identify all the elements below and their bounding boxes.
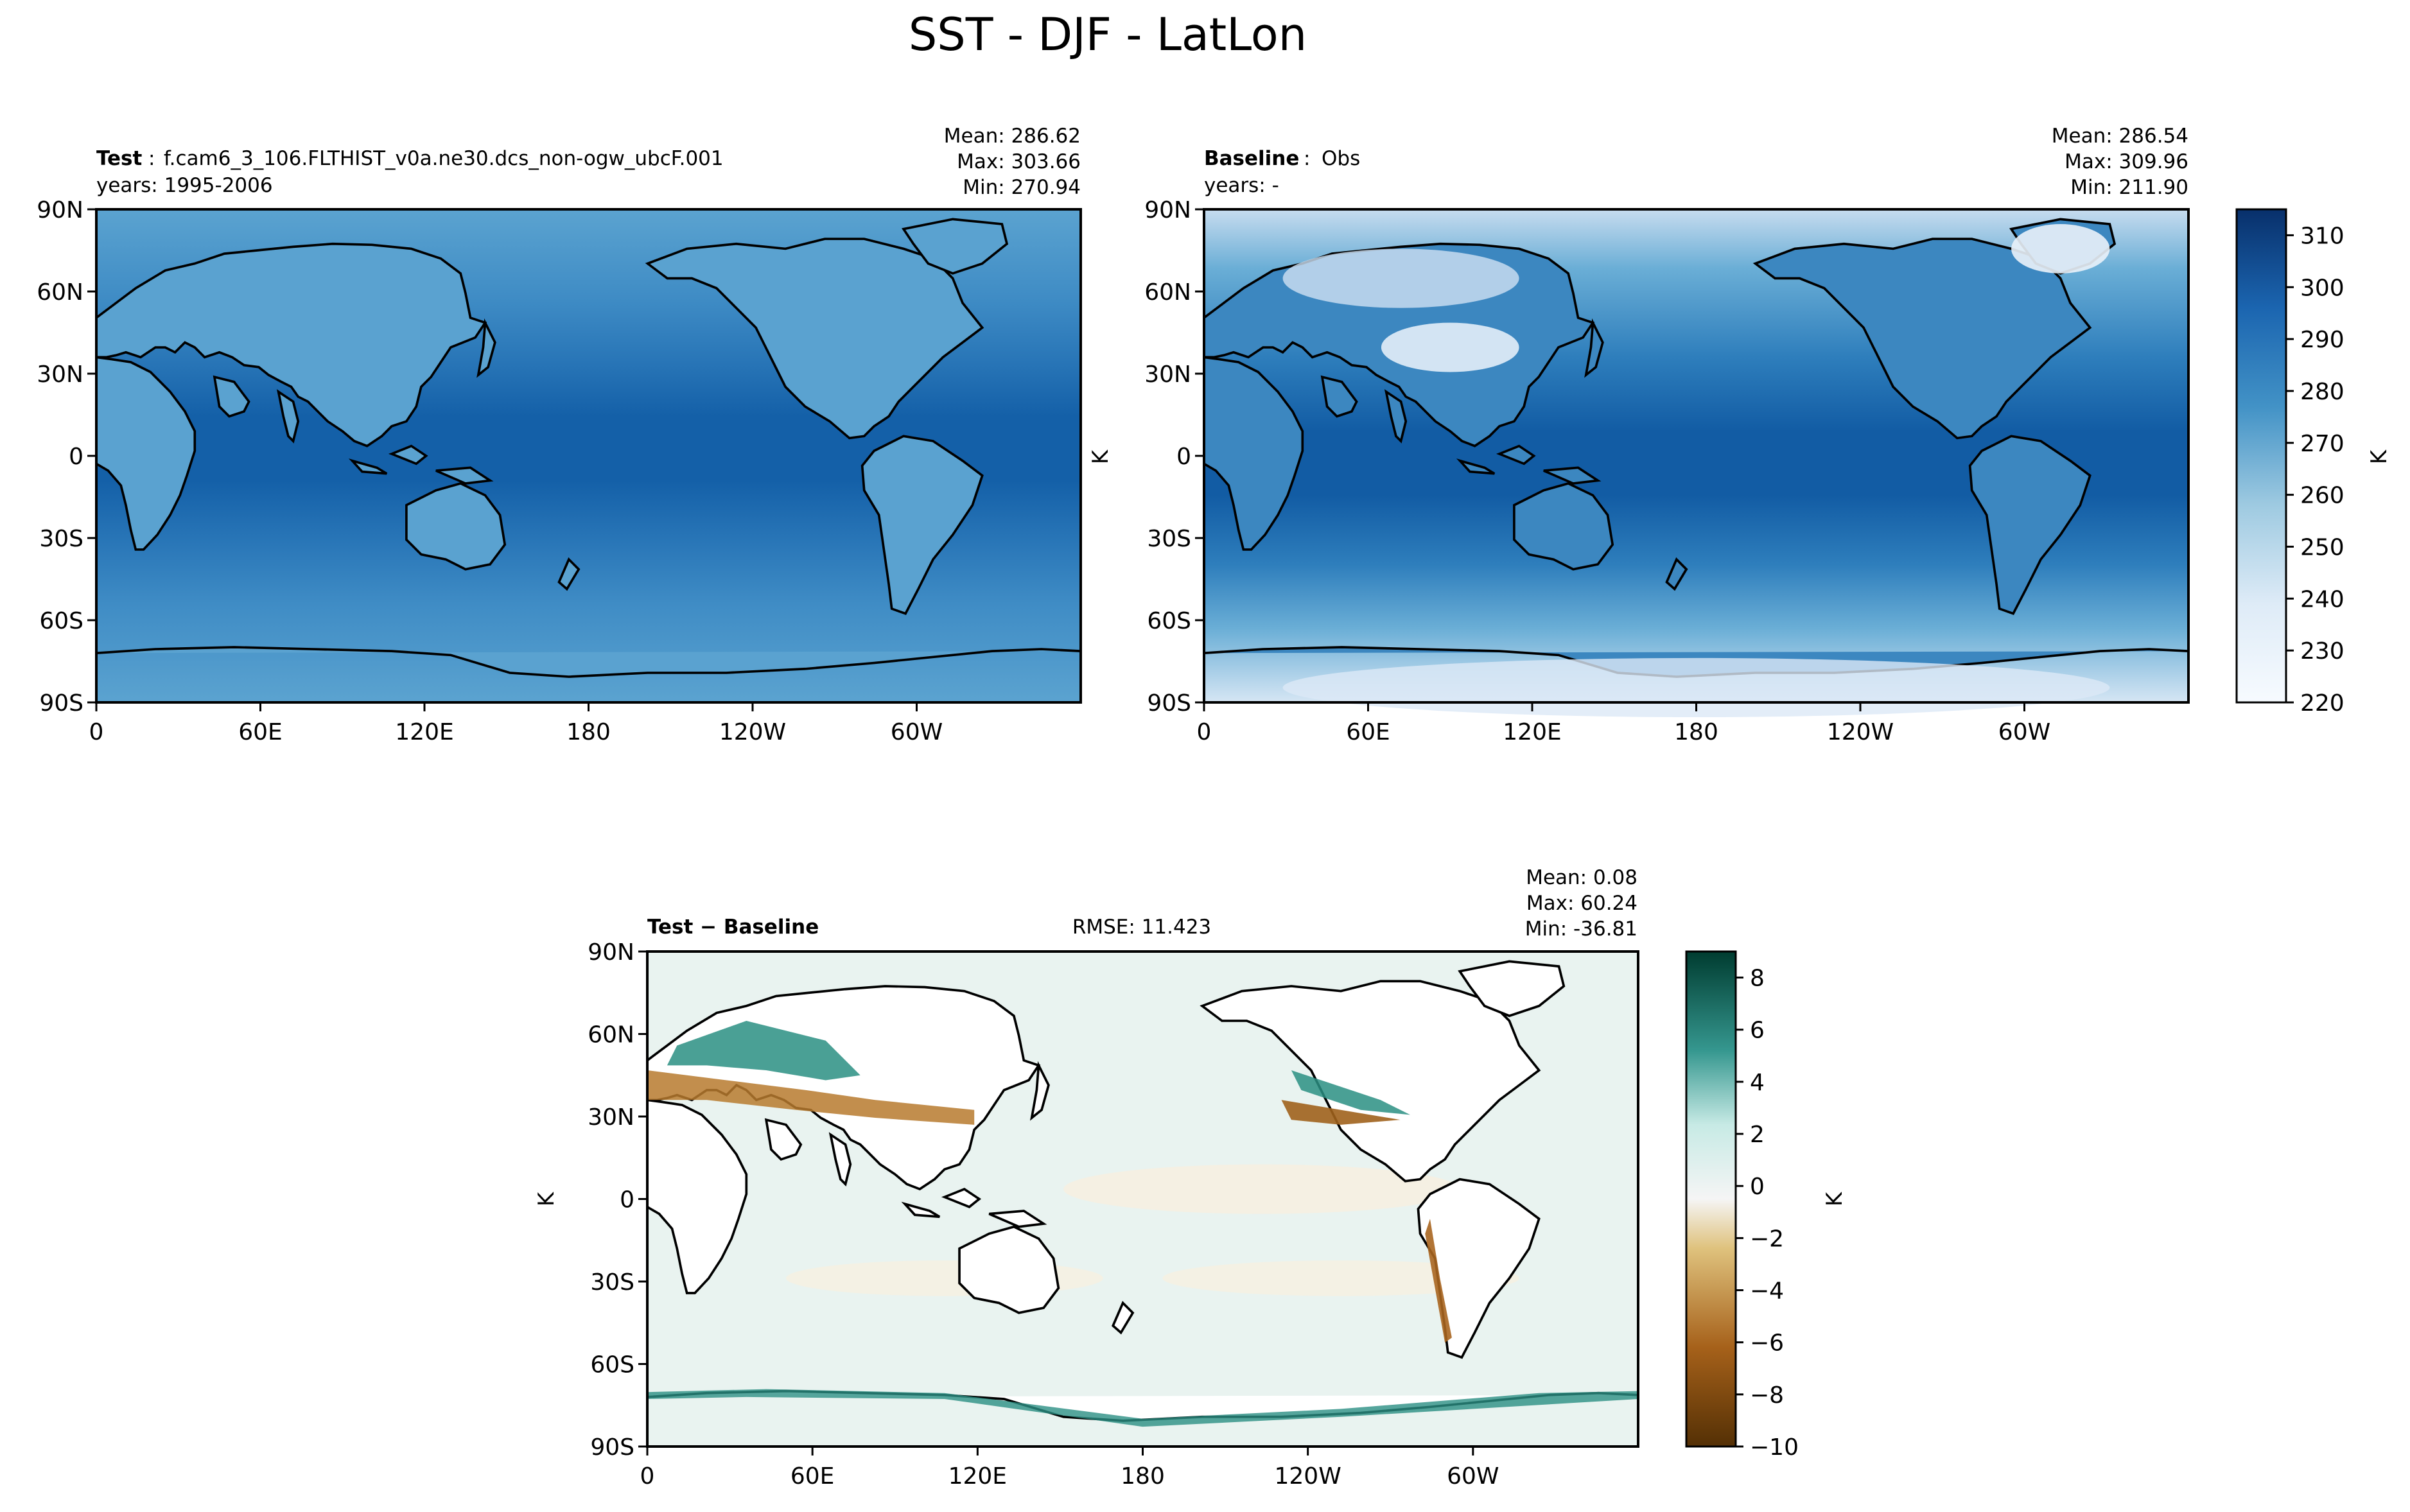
difference-stat-max: Max: 60.24	[1526, 892, 1637, 915]
difference-panel: Test − Baseline RMSE: 11.423 Mean: 0.08 …	[534, 866, 1847, 1490]
difference-ylabel: K	[534, 1191, 559, 1206]
y-tick-label: 90S	[1147, 690, 1191, 717]
test-map	[95, 209, 1082, 702]
y-tick-label: 30N	[37, 361, 83, 388]
difference-colorbar	[1685, 950, 1737, 1448]
difference-stat-min: Min: -36.81	[1525, 917, 1637, 941]
y-tick-label: 60S	[39, 608, 83, 634]
difference-stat-mean: Mean: 0.08	[1526, 866, 1637, 889]
test-panel: Test : f.cam6_3_106.FLTHIST_v0a.ne30.dcs…	[37, 125, 1082, 745]
baseline-ylabel: K	[1088, 449, 1113, 464]
colorbar-tick-label: 260	[2300, 483, 2345, 509]
colorbar-tick-label: 0	[1750, 1174, 1765, 1200]
baseline-label-value: Obs	[1322, 147, 1360, 170]
y-tick-label: 90N	[37, 197, 83, 223]
y-tick-label: 60S	[590, 1352, 634, 1378]
test-years: years: 1995-2006	[96, 174, 273, 197]
colorbar-tick-label: 240	[2300, 586, 2345, 613]
test-stat-max: Max: 303.66	[957, 150, 1081, 173]
x-tick-label: 180	[1674, 719, 1718, 745]
baseline-stat-max: Max: 309.96	[2065, 150, 2188, 173]
colorbar-tick-label: 250	[2300, 534, 2345, 560]
y-tick-label: 90N	[1144, 197, 1191, 223]
y-tick-label: 60S	[1147, 608, 1191, 634]
x-tick-label: 0	[640, 1463, 655, 1490]
x-tick-label: 180	[566, 719, 611, 745]
x-tick-label: 120W	[1275, 1463, 1341, 1490]
colorbar-tick-label: 230	[2300, 638, 2345, 665]
difference-colorbar-label: K	[1822, 1191, 1847, 1206]
colorbar-tick-label: −4	[1750, 1278, 1784, 1305]
baseline-stat-mean: Mean: 286.54	[2052, 125, 2188, 148]
test-stat-mean: Mean: 286.62	[944, 125, 1081, 148]
test-label-bold: Test	[96, 147, 143, 170]
colorbar-tick-label: 310	[2300, 223, 2345, 249]
figure-title: SST - DJF - LatLon	[909, 8, 1307, 61]
baseline-panel: Baseline : Obs years: - Mean: 286.54 Max…	[1088, 125, 2392, 745]
x-tick-label: 120W	[719, 719, 786, 745]
x-tick-label: 0	[89, 719, 104, 745]
y-tick-label: 90S	[590, 1434, 634, 1461]
y-tick-label: 90N	[588, 939, 634, 966]
colorbar-tick-label: −6	[1750, 1330, 1784, 1357]
baseline-stat-min: Min: 211.90	[2070, 176, 2188, 199]
colorbar-tick-label: 8	[1750, 966, 1765, 992]
colorbar-tick-label: −2	[1750, 1226, 1784, 1252]
y-tick-label: 0	[69, 444, 83, 470]
colorbar-tick-label: 4	[1750, 1070, 1765, 1096]
colorbar-tick-label: −8	[1750, 1382, 1784, 1409]
x-tick-label: 60W	[1447, 1463, 1499, 1490]
baseline-colorbar-ticks: 220 230 240 250 260 270 280 290 300 310	[2286, 223, 2345, 717]
y-tick-label: 60N	[588, 1022, 634, 1048]
colorbar-tick-label: 280	[2300, 379, 2345, 405]
colorbar-tick-label: 270	[2300, 431, 2345, 457]
baseline-colorbar-label: K	[2366, 449, 2392, 464]
colorbar-tick-label: 220	[2300, 690, 2345, 717]
baseline-colorbar	[2235, 208, 2287, 704]
x-tick-label: 120E	[395, 719, 453, 745]
y-tick-label: 90S	[39, 690, 83, 717]
x-tick-label: 120E	[1503, 719, 1561, 745]
difference-map	[646, 952, 1639, 1447]
baseline-label-bold: Baseline	[1204, 147, 1299, 170]
y-tick-label: 30S	[1147, 526, 1191, 552]
baseline-label-sep: :	[1304, 147, 1310, 170]
x-tick-label: 180	[1121, 1463, 1165, 1490]
y-tick-label: 0	[1176, 444, 1191, 470]
x-tick-label: 0	[1197, 719, 1212, 745]
difference-colorbar-ticks: 8 6 4 2 0 −2 −4 −6 −8 −10	[1736, 966, 1799, 1461]
y-tick-label: 0	[620, 1187, 634, 1213]
x-tick-label: 120W	[1827, 719, 1894, 745]
difference-label: Test − Baseline	[647, 916, 819, 939]
colorbar-tick-label: 290	[2300, 327, 2345, 353]
colorbar-tick-label: 300	[2300, 275, 2345, 301]
x-tick-label: 60E	[790, 1463, 835, 1490]
baseline-map	[1203, 209, 2190, 718]
y-tick-label: 30S	[39, 526, 83, 552]
test-label-sep: :	[148, 147, 155, 170]
y-tick-label: 30N	[1144, 361, 1191, 388]
x-tick-label: 60E	[1346, 719, 1390, 745]
x-tick-label: 120E	[948, 1463, 1007, 1490]
baseline-years: years: -	[1204, 174, 1279, 197]
y-tick-label: 60N	[37, 279, 83, 306]
y-tick-label: 30S	[590, 1269, 634, 1296]
colorbar-tick-label: −10	[1750, 1434, 1799, 1461]
test-label-value: f.cam6_3_106.FLTHIST_v0a.ne30.dcs_non-og…	[164, 147, 724, 170]
x-tick-label: 60W	[1998, 719, 2050, 745]
x-tick-label: 60E	[238, 719, 283, 745]
colorbar-tick-label: 2	[1750, 1122, 1765, 1148]
y-tick-label: 30N	[588, 1104, 634, 1131]
difference-rmse: RMSE: 11.423	[1072, 916, 1211, 939]
colorbar-tick-label: 6	[1750, 1018, 1765, 1044]
x-tick-label: 60W	[891, 719, 943, 745]
y-tick-label: 60N	[1144, 279, 1191, 306]
test-stat-min: Min: 270.94	[963, 176, 1081, 199]
